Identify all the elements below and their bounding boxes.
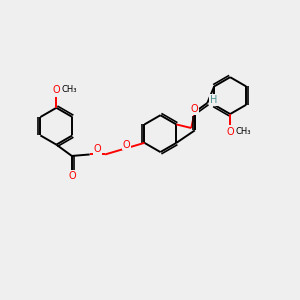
Text: O: O	[122, 140, 130, 149]
Text: O: O	[52, 85, 60, 95]
Text: O: O	[68, 171, 76, 181]
Text: O: O	[226, 127, 234, 137]
Text: O: O	[191, 104, 199, 114]
Text: H: H	[210, 95, 218, 105]
Text: O: O	[94, 144, 101, 154]
Text: CH₃: CH₃	[236, 128, 251, 136]
Text: CH₃: CH₃	[62, 85, 77, 94]
